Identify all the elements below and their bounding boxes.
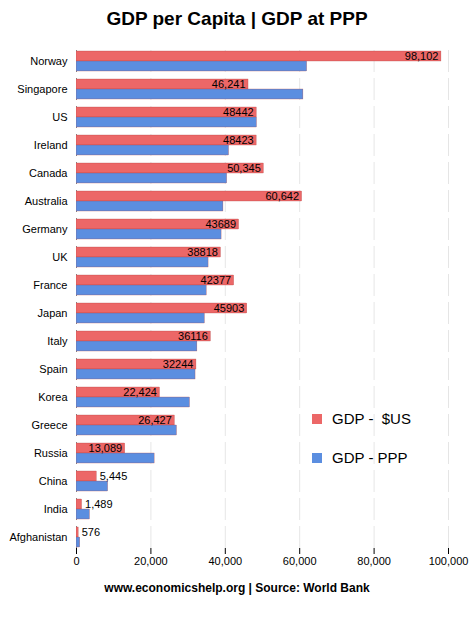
svg-text:42377: 42377 [201, 274, 232, 286]
svg-text:Spain: Spain [39, 363, 67, 375]
svg-text:1,489: 1,489 [85, 498, 113, 510]
svg-text:Greece: Greece [31, 419, 67, 431]
svg-text:60,642: 60,642 [265, 190, 299, 202]
svg-text:Italy: Italy [47, 335, 68, 347]
svg-text:France: France [33, 279, 67, 291]
svg-text:38818: 38818 [187, 246, 218, 258]
svg-text:Japan: Japan [38, 307, 68, 319]
svg-text:45903: 45903 [214, 302, 245, 314]
svg-text:43689: 43689 [205, 218, 236, 230]
svg-text:Russia: Russia [34, 447, 69, 459]
html-text:www.economicshelp.org | Source: www.economicshelp.org | Source: World Ba… [104, 581, 370, 595]
svg-text:US: US [52, 111, 67, 123]
svg-text:5,445: 5,445 [100, 470, 128, 482]
svg-text:Australia: Australia [25, 195, 69, 207]
svg-text:80,000: 80,000 [357, 555, 391, 567]
svg-text:26,427: 26,427 [138, 414, 172, 426]
svg-text:13,089: 13,089 [89, 442, 123, 454]
svg-text:60,000: 60,000 [283, 555, 317, 567]
html-text:GDP per Capita | GDP at PPP: GDP per Capita | GDP at PPP [106, 8, 368, 29]
svg-text:22,424: 22,424 [123, 386, 157, 398]
svg-text:China: China [39, 475, 69, 487]
svg-text:20,000: 20,000 [134, 555, 168, 567]
svg-text:48423: 48423 [223, 134, 254, 146]
svg-text:UK: UK [52, 251, 68, 263]
html-text:GDP - $US: GDP - $US [332, 410, 411, 427]
svg-text:Germany: Germany [22, 223, 68, 235]
svg-text:Canada: Canada [29, 167, 68, 179]
svg-text:100,000: 100,000 [429, 555, 469, 567]
svg-text:46,241: 46,241 [212, 78, 246, 90]
svg-text:98,102: 98,102 [405, 50, 439, 62]
html-text:GDP - PPP: GDP - PPP [332, 449, 408, 466]
svg-text:Afghanistan: Afghanistan [9, 531, 67, 543]
svg-text:Ireland: Ireland [34, 139, 68, 151]
svg-text:India: India [44, 503, 69, 515]
svg-text:0: 0 [73, 555, 79, 567]
svg-text:Norway: Norway [30, 55, 68, 67]
svg-text:50,345: 50,345 [227, 162, 261, 174]
svg-text:Korea: Korea [38, 391, 68, 403]
svg-text:36116: 36116 [178, 330, 208, 342]
svg-text:40,000: 40,000 [208, 555, 242, 567]
svg-text:32244: 32244 [163, 358, 194, 370]
svg-text:Singapore: Singapore [17, 83, 67, 95]
svg-text:48442: 48442 [223, 106, 254, 118]
svg-text:576: 576 [82, 526, 100, 538]
